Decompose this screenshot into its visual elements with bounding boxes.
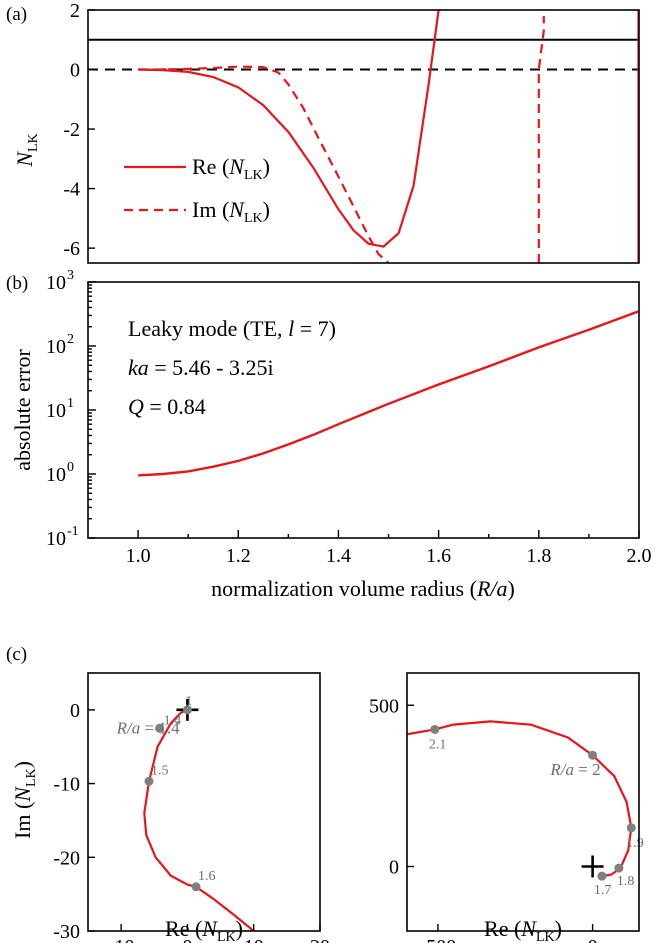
panel-b-y-tick-label: 10 <box>46 464 66 486</box>
panel-c-right-ra-label: R/a = 2 <box>549 760 600 779</box>
cl-point <box>191 882 201 892</box>
cr-point-label: 2.1 <box>429 737 447 752</box>
panel-b-x-label: normalization volume radius (R/a) <box>211 576 515 601</box>
cl-y-tick-label: 0 <box>70 700 80 722</box>
panel-c-right-x-ticks: -500 0 <box>420 924 598 943</box>
cr-point <box>626 823 636 833</box>
cl-y-tick-label: -20 <box>53 847 80 869</box>
panel-b-y-tick-label: 10 <box>46 336 66 358</box>
panel-c-right-x-label: Re (NLK) <box>484 916 562 943</box>
panel-b-y-tick-exponent: 2 <box>67 332 74 347</box>
panel-a: (a) 2 0 -2 -4 -6 NLK Re (NLK) Im (NLK) <box>6 0 640 264</box>
panel-b-y-label: absolute error <box>10 349 35 471</box>
cr-point-label: 1.7 <box>594 883 612 898</box>
panel-a-series-2 <box>537 16 545 263</box>
cr-y-tick-label: 500 <box>369 695 399 717</box>
panel-c-left: 11.4 1.5 1.6 0 -10 -20 -30 -10 0 10 20 R/a = 1.4… <box>10 672 330 943</box>
panel-a-y-ticks: 2 0 -2 -4 -6 <box>63 0 95 260</box>
panel-b-frame <box>87 281 640 539</box>
annotation-mode: Leaky mode (TE, l = 7) <box>128 316 336 341</box>
panel-c-left-x-label: Re (NLK) <box>165 916 243 943</box>
cr-point <box>588 750 598 760</box>
panel-b-y-tick-label: 10 <box>46 272 66 294</box>
cl-point <box>144 776 154 786</box>
panel-b-y-tick-exponent: -1 <box>67 524 79 539</box>
panel-b-y-tick-exponent: 3 <box>67 268 74 283</box>
panel-c-left-points: 11.4 1.5 1.6 <box>144 694 216 892</box>
panel-c-left-y-label: Im (NLK) <box>10 761 39 839</box>
panel-b-y-tick-label: 10 <box>46 400 66 422</box>
cl-point <box>155 723 165 733</box>
panel-c-label: (c) <box>6 644 27 665</box>
cl-x-tick-label: 0 <box>182 936 192 943</box>
legend-im-label: Im (NLK) <box>192 197 270 226</box>
cr-x-tick-label: 0 <box>588 936 598 943</box>
panel-a-y-tick-label: -6 <box>63 238 80 260</box>
cl-point-label: 1.6 <box>198 869 216 884</box>
annotation-q: Q = 0.84 <box>128 394 206 419</box>
panel-b-y-tick-label: 10 <box>46 528 66 550</box>
panel-a-series <box>138 10 639 263</box>
panel-b-x-tick-label: 1.4 <box>326 545 351 567</box>
annotation-ka: ka = 5.46 - 3.25i <box>128 355 274 380</box>
cl-point-label: 1.4 <box>164 713 182 728</box>
panel-a-reference-lines <box>88 38 639 71</box>
panel-c-right: 1.7 1.8 1.9 2.1 500 0 -500 0 R/a = 2 Re (NLK) <box>369 672 644 943</box>
panel-a-y-label: NLK <box>12 133 41 167</box>
panel-b-y-tick-exponent: 0 <box>67 460 74 475</box>
panel-b-series <box>138 310 640 477</box>
panel-a-y-label-sub: LK <box>26 133 41 152</box>
cl-y-tick-label: -30 <box>53 921 80 943</box>
panel-a-y-tick-label: -4 <box>63 179 80 201</box>
cl-point-label: 1 <box>185 694 192 709</box>
cr-point <box>597 871 607 881</box>
panel-c-left-y-ticks: 0 -10 -20 -30 <box>53 700 95 943</box>
panel-b-annotations: Leaky mode (TE, l = 7) ka = 5.46 - 3.25i… <box>128 316 336 419</box>
panel-a-y-tick-label: 2 <box>70 0 80 22</box>
panel-a-label: (a) <box>6 4 27 25</box>
panel-c-right-points: 1.7 1.8 1.9 2.1 <box>429 724 644 898</box>
panel-a-y-tick-label: 0 <box>70 60 80 82</box>
cl-x-tick-label: 10 <box>244 936 264 943</box>
cr-point-label: 1.9 <box>626 836 644 851</box>
panel-c-right-frame <box>406 672 640 932</box>
panel-a-series-0 <box>138 10 440 248</box>
panel-b-series-0 <box>138 310 640 477</box>
cl-x-tick-label: -10 <box>108 936 135 943</box>
cr-y-tick-label: 0 <box>389 857 399 879</box>
panel-b-x-tick-label: 2.0 <box>627 545 652 567</box>
panel-b-x-ticks: 1.0 1.2 1.4 1.6 1.8 2.0 <box>126 530 652 567</box>
panel-b-x-tick-label: 1.0 <box>126 545 151 567</box>
cl-x-tick-label: 20 <box>310 936 330 943</box>
panel-c-left-frame <box>87 672 321 932</box>
cr-point <box>614 863 624 873</box>
cl-y-tick-label: -10 <box>53 774 80 796</box>
panel-a-y-tick-label: -2 <box>63 119 80 141</box>
cl-point <box>182 705 192 715</box>
panel-b-x-tick-label: 1.8 <box>526 545 551 567</box>
cr-x-tick-label: -500 <box>420 936 457 943</box>
panel-a-legend: Re (NLK) Im (NLK) <box>124 154 270 226</box>
cr-point <box>430 724 440 734</box>
cl-series-0 <box>143 708 255 931</box>
panel-b-x-tick-label: 1.2 <box>226 545 251 567</box>
panel-b-x-tick-label: 1.6 <box>426 545 451 567</box>
panel-a-y-label-symbol: N <box>12 151 37 168</box>
panel-b-y-tick-exponent: 1 <box>67 396 74 411</box>
panel-b-label: (b) <box>6 273 28 294</box>
panel-c-left-ra-label: R/a = 1.4 <box>116 718 180 737</box>
cr-point-label: 1.8 <box>617 874 635 889</box>
panel-c-right-y-ticks: 500 0 <box>369 695 414 879</box>
panel-a-series-1 <box>138 65 390 263</box>
panel-a-frame <box>87 9 640 264</box>
legend-re-label: Re (NLK) <box>192 154 270 183</box>
cl-point-label: 1.5 <box>151 763 169 778</box>
